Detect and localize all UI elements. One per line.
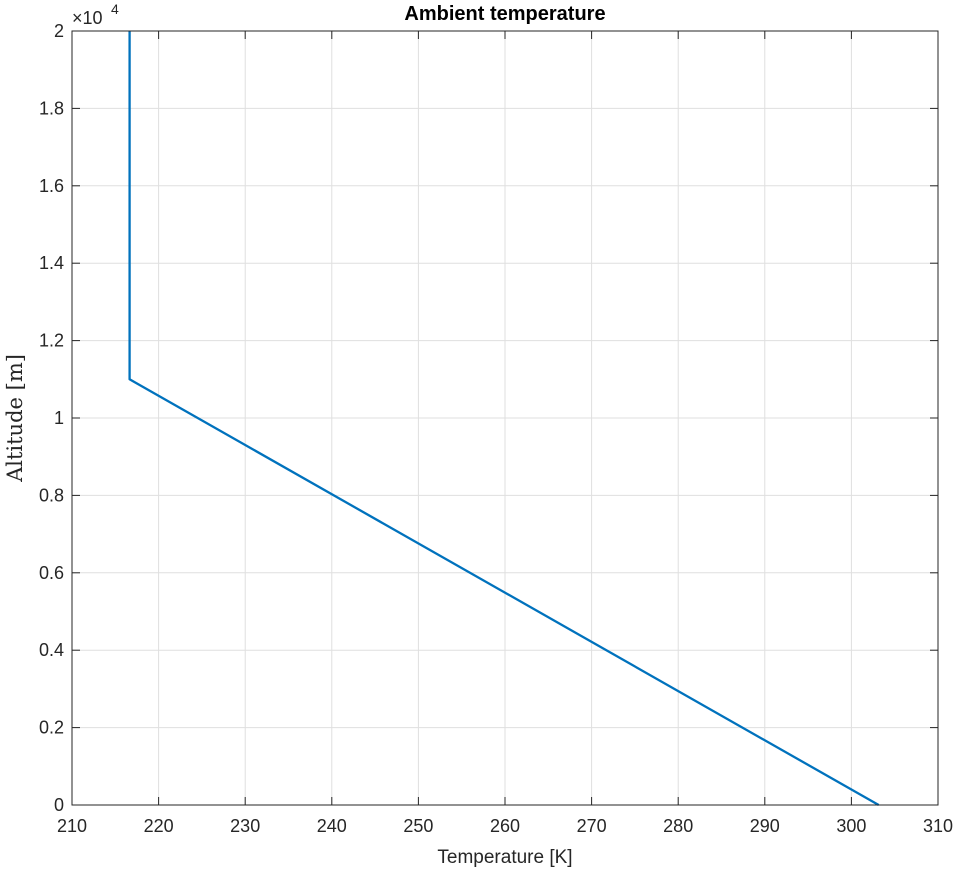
series	[128, 31, 880, 806]
x-tick-label: 210	[57, 816, 87, 836]
y-tick-label: 0.8	[39, 485, 64, 505]
y-tick-label: 0.4	[39, 640, 64, 660]
x-tick-label: 310	[923, 816, 953, 836]
y-tick-labels: 0 0.2 0.4 0.6 0.8 1 1.2 1.4 1.6 1.8 2	[39, 21, 64, 815]
x-tick-label: 280	[663, 816, 693, 836]
chart-title: Ambient temperature	[404, 3, 605, 25]
temperature-profile-line	[128, 31, 880, 806]
y-tick-label: 0.2	[39, 718, 64, 738]
y-tick-label: 1.8	[39, 98, 64, 118]
y-tick-label: 0.6	[39, 563, 64, 583]
y-tick-label: 1	[54, 408, 64, 428]
x-tick-label: 220	[144, 816, 174, 836]
x-axis-label: Temperature [K]	[437, 847, 572, 868]
x-tick-label: 270	[577, 816, 607, 836]
y-tick-label: 1.4	[39, 253, 64, 273]
y-axis-label: Altitude [m]	[3, 354, 27, 483]
x-tick-label: 300	[836, 816, 866, 836]
x-tick-label: 230	[230, 816, 260, 836]
y-exponent-power: 4	[111, 1, 119, 17]
y-tick-label: 0	[54, 795, 64, 815]
y-tick-label: 2	[54, 21, 64, 41]
x-tick-label: 240	[317, 816, 347, 836]
x-tick-label: 260	[490, 816, 520, 836]
axes-box	[71, 30, 939, 806]
x-tick-labels: 210 220 230 240 250 260 270 280 290 300 310	[57, 816, 953, 836]
y-exponent-base: ×10	[72, 8, 103, 28]
y-tick-label: 1.2	[39, 331, 64, 351]
x-tick-label: 250	[403, 816, 433, 836]
x-tick-label: 290	[750, 816, 780, 836]
y-tick-label: 1.6	[39, 176, 64, 196]
y-exponent: ×10 4	[72, 1, 119, 28]
